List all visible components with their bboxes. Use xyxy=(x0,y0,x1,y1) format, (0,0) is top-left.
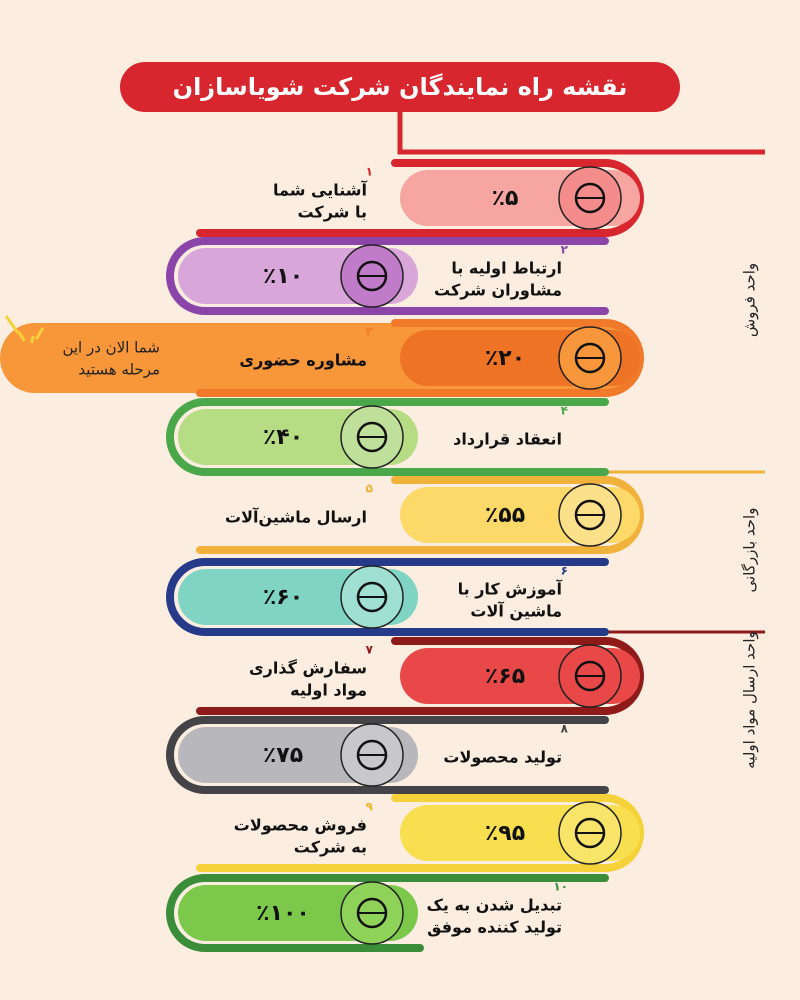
note: مرحله هستید xyxy=(78,361,160,379)
step-number: ۱ xyxy=(366,165,373,179)
note-spark xyxy=(30,335,35,344)
step-percent: ٪۱۰ xyxy=(263,264,303,289)
step-number: ۶ xyxy=(561,564,568,578)
step-label: آشنایی شما xyxy=(273,180,368,200)
note-spark xyxy=(35,327,45,340)
title-pill xyxy=(120,62,680,112)
step-percent: ٪۹۵ xyxy=(485,821,525,846)
step-number: ۵ xyxy=(366,482,373,496)
step-label: مواد اولیه xyxy=(290,681,367,700)
step-label: سفارش گذاری xyxy=(249,659,367,678)
step-percent: ٪۲۰ xyxy=(485,346,525,371)
step-percent: ٪۶۵ xyxy=(485,664,525,689)
step-number: ۷ xyxy=(366,643,374,657)
step-label: تولید محصولات xyxy=(443,748,562,767)
track xyxy=(166,558,609,636)
unit-label: واحد فروش xyxy=(741,263,759,337)
track xyxy=(166,398,609,476)
step-number: ۳ xyxy=(366,325,374,339)
step-percent: ٪۶۰ xyxy=(263,585,303,610)
step-label: تولید کننده موفق xyxy=(427,918,562,937)
note: شما الان در این xyxy=(62,339,160,357)
unit-label: واحد ارسال مواد اولیه xyxy=(741,631,759,769)
step-percent: ٪۱۰۰ xyxy=(256,901,310,926)
step-label: با شرکت xyxy=(297,203,367,222)
title: نقشه راه نمایندگان شرکت شویاسازان xyxy=(173,73,628,101)
step-label: ارسال ماشین‌آلات xyxy=(225,507,367,527)
step-label: مشاوره حضوری xyxy=(239,351,367,370)
step-percent: ٪۷۵ xyxy=(263,743,303,768)
step-percent: ٪۵۵ xyxy=(485,503,525,528)
step-label: تبدیل شدن به یک xyxy=(426,896,562,915)
note-spark xyxy=(4,315,20,334)
step-label: انعقاد قرارداد xyxy=(453,430,562,449)
unit-label: واحد بازرگانی xyxy=(741,508,759,593)
step-percent: ٪۵ xyxy=(492,186,519,211)
track xyxy=(166,716,609,794)
step-number: ۲ xyxy=(561,243,569,257)
step-label: ماشین آلات xyxy=(470,601,562,621)
step-label: ارتباط اولیه با xyxy=(451,259,562,278)
track xyxy=(166,874,609,952)
title-connector xyxy=(397,112,765,155)
step-label: مشاوران شرکت xyxy=(434,281,562,300)
step-number: ۱۰ xyxy=(553,880,568,894)
note-spark xyxy=(17,331,26,342)
track xyxy=(166,237,609,315)
step-percent: ٪۴۰ xyxy=(263,425,303,450)
step-number: ۴ xyxy=(561,404,568,418)
step-label: به شرکت xyxy=(294,838,367,857)
step-number: ۸ xyxy=(561,722,569,736)
step-number: ۹ xyxy=(366,800,374,814)
step-label: آموزش کار با xyxy=(458,579,563,599)
step-label: فروش محصولات xyxy=(234,816,367,835)
